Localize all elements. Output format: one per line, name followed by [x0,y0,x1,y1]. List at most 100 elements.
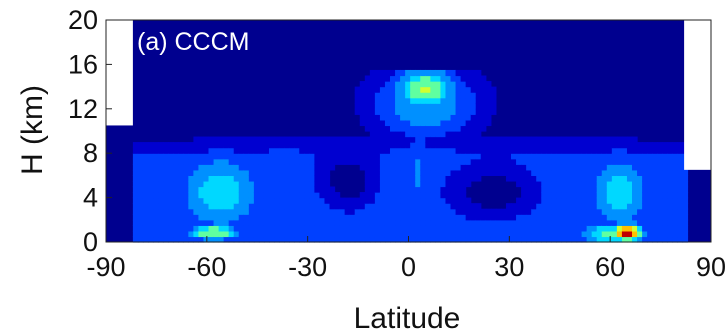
heatmap-cell [379,119,386,127]
heatmap-cell [561,219,568,226]
heatmap-cell [294,219,300,226]
heatmap-cell [258,175,265,182]
heatmap-cell [647,192,653,199]
heatmap-cell [616,192,623,199]
heatmap-cell [213,153,220,160]
heatmap-cell [415,86,421,93]
heatmap-cell [611,208,618,215]
heatmap-cell [591,208,598,215]
heatmap-cell [445,92,452,99]
heatmap-cell [168,225,174,232]
heatmap-cell [274,236,280,243]
heatmap-cell [435,119,442,127]
heatmap-cell [561,192,568,199]
heatmap-cell [642,175,648,182]
heatmap-cell [475,142,482,149]
heatmap-cell [410,81,416,88]
heatmap-cell [450,131,457,138]
heatmap-cell [511,147,517,154]
heatmap-cell [642,180,648,188]
heatmap-cell [158,208,164,215]
heatmap-cell [420,142,426,149]
heatmap-cell [637,142,643,149]
heatmap-cell [642,186,648,193]
heatmap-cell [521,175,527,182]
heatmap-cell [344,197,351,204]
heatmap-cell [354,142,361,149]
heatmap-cell [571,236,578,243]
heatmap-cell [410,103,416,110]
heatmap-cell [364,92,371,99]
heatmap-cell [223,225,230,232]
heatmap-cell [632,203,638,210]
heatmap-cell [425,81,431,88]
heatmap-cell [445,197,452,204]
heatmap-cell [203,236,210,243]
heatmap-cell [465,103,472,110]
heatmap-cell [571,147,578,154]
heatmap-cell [410,131,416,138]
heatmap-cell [390,175,396,182]
heatmap-cell [228,136,235,143]
heatmap-cell [148,230,154,238]
heatmap-cell [571,186,578,193]
heatmap-cell [667,192,673,199]
heatmap-cell [284,214,290,221]
heatmap-cell [384,169,391,176]
heatmap-cell [269,214,275,221]
heatmap-cell [405,97,411,104]
heatmap-cell [218,147,225,154]
heatmap-cell [475,225,482,232]
heatmap-cell [667,175,673,182]
heatmap-cell [304,197,310,204]
heatmap-cell [551,203,557,210]
heatmap-cell [400,131,406,138]
heatmap-cell [667,186,673,193]
heatmap-cell [561,203,568,210]
heatmap-cell [390,236,396,243]
heatmap-cell [319,147,326,154]
heatmap-cell [672,236,678,243]
heatmap-cell [546,225,552,232]
heatmap-cell [193,153,200,160]
heatmap-cell [647,142,653,149]
heatmap-cell [284,230,290,238]
heatmap-cell [521,169,527,176]
heatmap-cell [521,153,527,160]
heatmap-cell [405,131,411,138]
heatmap-cell [415,108,421,115]
heatmap-cell [228,180,235,188]
heatmap-cell [435,219,442,226]
heatmap-cell [596,142,603,149]
heatmap-cell [379,169,386,176]
heatmap-cell [445,164,452,171]
heatmap-cell [289,219,295,226]
heatmap-cell [541,214,547,221]
heatmap-cell [531,192,537,199]
heatmap-cell [652,142,658,149]
heatmap-cell [420,203,426,210]
heatmap-cell [390,153,396,160]
heatmap-cell [359,208,366,215]
heatmap-cell [465,169,472,176]
heatmap-cell [652,230,658,238]
heatmap-cell [359,214,366,221]
heatmap-cell [576,186,583,193]
heatmap-cell [243,175,250,182]
heatmap-cell [616,219,623,226]
heatmap-cell [425,186,431,193]
heatmap-cell [284,219,290,226]
heatmap-cell [556,136,563,143]
heatmap-cell [253,142,260,149]
heatmap-cell [566,214,573,221]
heatmap-cell [465,92,472,99]
heatmap-cell [541,142,547,149]
heatmap-cell [586,225,593,232]
heatmap-cell [490,214,497,221]
heatmap-cell [289,147,295,154]
heatmap-cell [667,225,673,232]
heatmap-cell [566,197,573,204]
heatmap-cell [223,208,230,215]
heatmap-cell [415,230,421,238]
heatmap-cell [178,153,184,160]
